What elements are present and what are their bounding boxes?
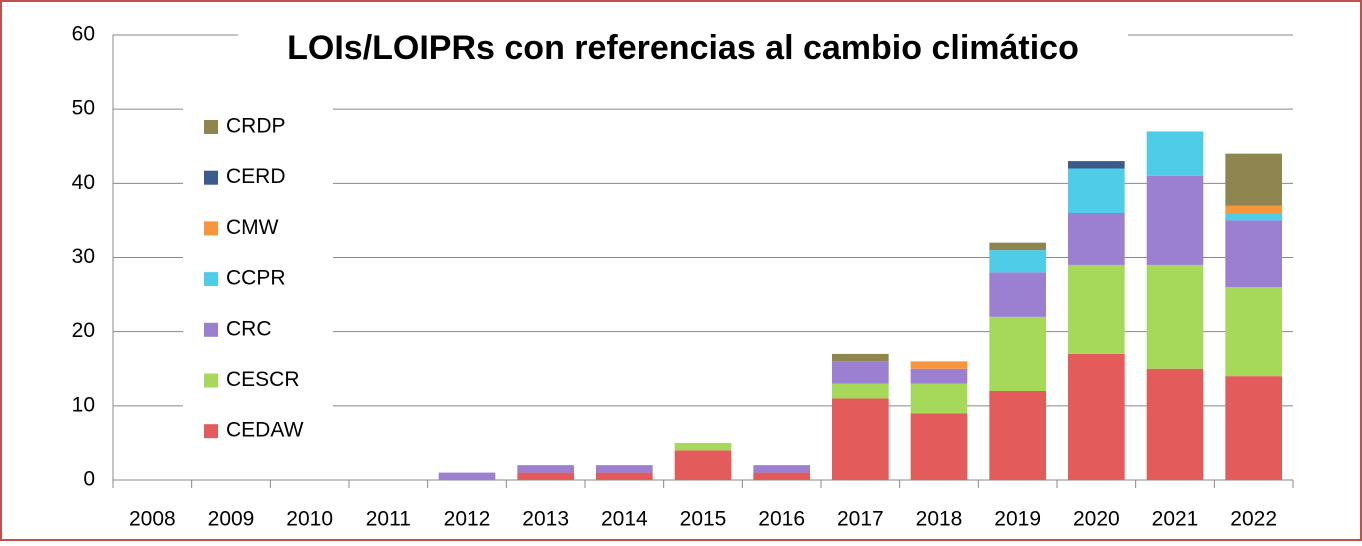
x-tick-label: 2017 — [837, 508, 884, 531]
x-tick-label: 2016 — [758, 508, 805, 531]
bar-segment — [1146, 264, 1204, 369]
bar-segment — [1068, 161, 1125, 169]
x-tick-label: 2014 — [601, 508, 648, 531]
bar-segment — [1225, 205, 1282, 213]
legend-label: CRC — [226, 317, 272, 340]
legend-label: CERD — [226, 165, 286, 188]
bar-segment — [674, 442, 732, 451]
x-tick-label: 2013 — [522, 508, 569, 531]
y-tick-label: 20 — [72, 319, 95, 342]
bar-segment — [517, 472, 574, 480]
y-tick-label: 60 — [72, 23, 95, 46]
bar-segment — [989, 391, 1046, 480]
legend-label: CEDAW — [226, 419, 304, 442]
bar-segment — [1146, 175, 1204, 265]
legend-label: CCPR — [226, 267, 286, 290]
bar-segment — [596, 472, 653, 480]
bar-segment — [753, 465, 810, 473]
bar-segment — [1146, 368, 1204, 480]
y-tick-label: 0 — [83, 468, 95, 491]
x-tick-label: 2021 — [1152, 508, 1199, 531]
x-tick-label: 2015 — [680, 508, 727, 531]
legend-swatch — [204, 170, 218, 185]
bar-segment — [1225, 287, 1282, 377]
y-tick-label: 40 — [72, 171, 95, 194]
bar-segment — [832, 353, 889, 362]
legend-label: CMW — [226, 216, 279, 239]
bar-segment — [596, 465, 653, 473]
bar-segment — [1068, 168, 1125, 213]
bar-segment — [438, 472, 496, 480]
x-tick-label: 2022 — [1230, 508, 1277, 531]
bar-segment — [832, 361, 889, 384]
x-tick-label: 2019 — [994, 508, 1041, 531]
legend-swatch — [204, 120, 218, 134]
legend-swatch — [204, 424, 218, 439]
bar-segment — [1225, 376, 1282, 480]
x-tick-label: 2010 — [286, 508, 333, 531]
bar-segment — [910, 383, 968, 414]
x-tick-label: 2009 — [208, 508, 255, 531]
bar-segment — [1146, 131, 1204, 176]
chart-title: LOIs/LOIPRs con referencias al cambio cl… — [287, 29, 1079, 67]
legend-swatch — [204, 221, 218, 236]
y-tick-label: 10 — [72, 393, 95, 416]
bar-segment — [989, 242, 1046, 251]
bar-segment — [753, 472, 810, 480]
bar-segment — [1225, 213, 1282, 221]
legend-label: CRDP — [226, 115, 286, 138]
x-tick-label: 2018 — [916, 508, 963, 531]
bar-segment — [517, 465, 574, 473]
bar-segment — [910, 368, 968, 384]
bar-segment — [1225, 220, 1282, 288]
bar-segment — [832, 398, 889, 480]
bar-segment — [1068, 264, 1125, 354]
bar-segment — [1068, 213, 1125, 265]
bar-segment — [910, 361, 968, 369]
bar-segment — [832, 383, 889, 399]
bar-segment — [1068, 353, 1125, 480]
legend-swatch — [204, 272, 218, 287]
bar-segment — [989, 250, 1046, 273]
legend-swatch — [204, 373, 218, 388]
title-background — [238, 18, 1128, 82]
y-tick-label: 50 — [72, 97, 95, 120]
bar-segment — [674, 450, 732, 480]
bar-segment — [989, 316, 1046, 391]
legend-swatch — [204, 322, 218, 337]
x-tick-label: 2020 — [1073, 508, 1120, 531]
legend-label: CESCR — [226, 368, 300, 391]
x-tick-label: 2008 — [129, 508, 176, 531]
y-tick-label: 30 — [72, 245, 95, 268]
bar-segment — [1225, 153, 1282, 206]
x-tick-label: 2012 — [444, 508, 491, 531]
x-tick-label: 2011 — [366, 508, 411, 531]
bar-segment — [910, 413, 968, 480]
bar-segment — [989, 272, 1046, 317]
